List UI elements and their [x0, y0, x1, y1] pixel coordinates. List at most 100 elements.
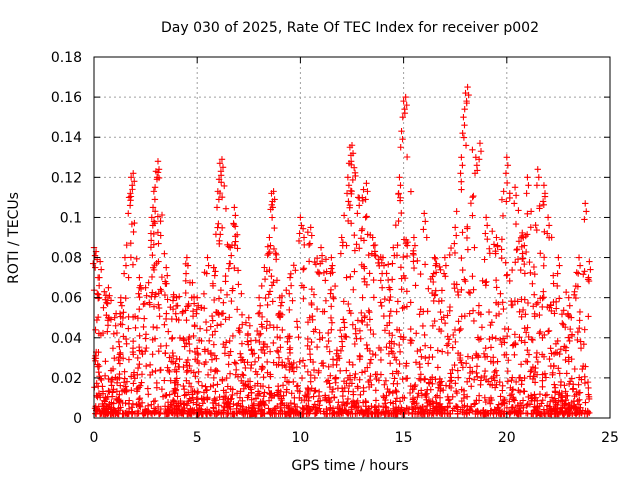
- data-point: [351, 374, 358, 381]
- data-point: [264, 369, 271, 376]
- data-point: [556, 262, 563, 269]
- data-point: [509, 394, 517, 401]
- data-point: [227, 348, 234, 355]
- data-point: [483, 278, 490, 285]
- data-point: [147, 237, 155, 244]
- data-point: [561, 400, 569, 407]
- data-point: [142, 347, 149, 355]
- data-point: [215, 295, 223, 302]
- data-point: [545, 222, 553, 229]
- data-point: [186, 333, 193, 341]
- data-point: [417, 371, 425, 378]
- data-point: [400, 97, 407, 105]
- data-point: [216, 393, 223, 401]
- data-point: [179, 409, 186, 416]
- data-point: [345, 182, 353, 189]
- data-point: [574, 328, 582, 336]
- data-point: [377, 277, 384, 284]
- data-point: [491, 384, 499, 391]
- data-point: [558, 311, 566, 318]
- data-point: [489, 334, 496, 341]
- y-axis-ticks: 0 0.02 0.04 0.06 0.08 0.1 0.12 0.14 0.16 0.18: [51, 50, 610, 427]
- data-point: [325, 394, 333, 401]
- data-point: [136, 360, 143, 368]
- data-point: [436, 394, 444, 401]
- data-point: [389, 260, 396, 267]
- data-point: [460, 134, 468, 141]
- data-point: [109, 345, 117, 352]
- data-point: [386, 312, 393, 320]
- data-point: [509, 374, 516, 381]
- data-point: [369, 350, 377, 358]
- data-point: [220, 396, 227, 403]
- data-point: [171, 366, 179, 373]
- data-point: [398, 128, 405, 135]
- data-point: [498, 246, 505, 253]
- data-point: [360, 186, 367, 193]
- data-point: [289, 297, 296, 304]
- data-point: [425, 410, 433, 418]
- data-point: [152, 407, 159, 414]
- data-point: [556, 350, 563, 358]
- data-point: [368, 250, 376, 257]
- data-point: [108, 399, 115, 406]
- data-point: [463, 234, 471, 242]
- data-point: [211, 328, 219, 335]
- data-point: [454, 410, 461, 417]
- data-point: [401, 410, 408, 418]
- data-point: [89, 260, 97, 267]
- data-point: [463, 99, 470, 107]
- data-point: [516, 407, 523, 414]
- data-point: [102, 296, 109, 303]
- data-point: [245, 392, 252, 399]
- data-point: [497, 336, 504, 344]
- data-point: [333, 346, 341, 354]
- data-point: [562, 388, 569, 395]
- data-point: [529, 336, 536, 344]
- data-point: [528, 366, 535, 374]
- data-point: [110, 330, 118, 337]
- data-point: [417, 376, 424, 384]
- data-point: [353, 335, 360, 342]
- data-point: [125, 356, 133, 363]
- data-point: [479, 277, 486, 284]
- data-point: [494, 242, 501, 249]
- data-point: [512, 378, 520, 386]
- data-point: [353, 241, 360, 248]
- data-point: [185, 398, 192, 405]
- data-point: [341, 324, 348, 331]
- data-point: [403, 153, 411, 161]
- data-point: [198, 382, 206, 389]
- data-point: [541, 370, 549, 377]
- data-point: [469, 193, 476, 201]
- data-point: [575, 270, 582, 277]
- data-point: [305, 397, 312, 405]
- data-point: [164, 296, 171, 303]
- data-point: [466, 364, 474, 371]
- data-point: [312, 326, 319, 333]
- data-point: [329, 356, 337, 363]
- data-point: [269, 410, 276, 418]
- data-point: [585, 395, 593, 403]
- data-point: [446, 307, 453, 315]
- data-point: [421, 375, 429, 383]
- data-point: [481, 410, 488, 418]
- data-point: [567, 325, 574, 333]
- data-point: [225, 403, 233, 410]
- data-point: [421, 210, 428, 217]
- data-point: [163, 342, 170, 349]
- data-point: [148, 214, 155, 221]
- data-point: [94, 290, 101, 297]
- data-point: [315, 367, 322, 375]
- data-point: [137, 285, 145, 293]
- data-point: [183, 359, 190, 366]
- data-point: [397, 144, 404, 151]
- data-point: [338, 234, 345, 241]
- data-point: [227, 396, 234, 403]
- data-point: [568, 399, 575, 407]
- data-point: [542, 392, 549, 399]
- data-point: [225, 361, 232, 368]
- data-point: [514, 298, 521, 305]
- data-point: [533, 349, 541, 357]
- data-point: [516, 333, 523, 341]
